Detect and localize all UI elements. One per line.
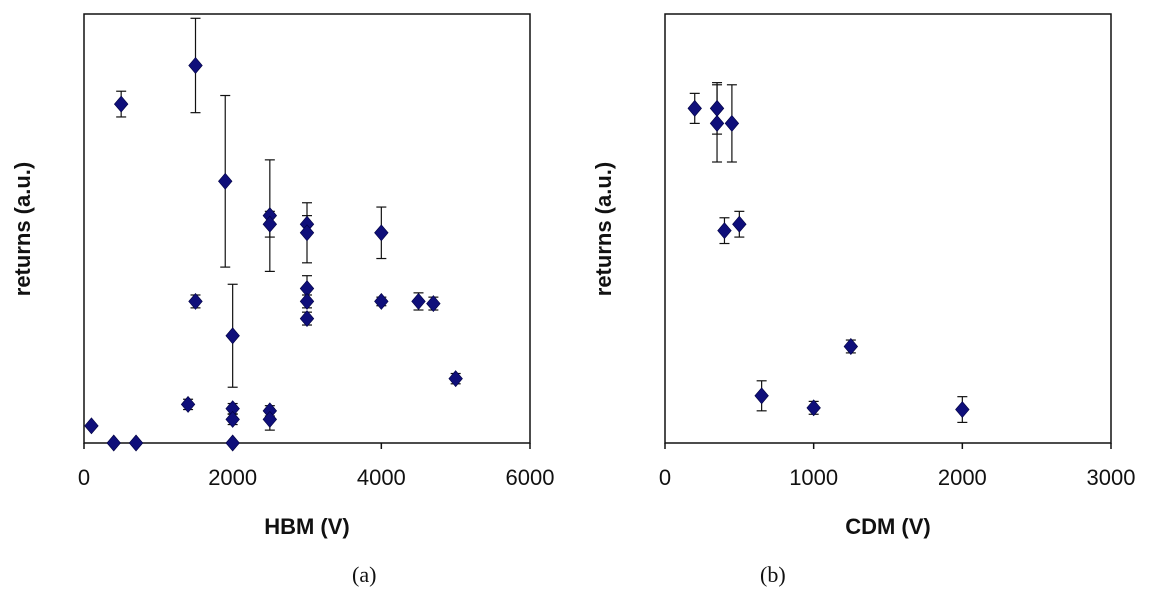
- x-tick-label-b: 1000: [789, 465, 838, 490]
- data-point-b: [687, 99, 702, 117]
- data-point-a: [113, 95, 129, 113]
- data-point-a: [262, 215, 278, 233]
- data-point-b: [843, 338, 859, 355]
- caption-a: (a): [352, 562, 377, 587]
- data-point-a: [299, 310, 315, 328]
- x-tick-label-b: 3000: [1087, 465, 1136, 490]
- x-axis-ticks-a: 0 2000 4000 6000: [78, 443, 555, 490]
- y-axis-title-b: returns (a.u.): [591, 162, 616, 296]
- caption-b: (b): [760, 562, 786, 587]
- x-axis-ticks-b: 0 1000 2000 3000: [659, 443, 1136, 490]
- data-point-b: [709, 99, 725, 117]
- x-axis-title-b: CDM (V): [845, 514, 931, 539]
- x-tick-label-a: 0: [78, 465, 90, 490]
- data-point-a: [225, 434, 240, 452]
- x-axis-title-a: HBM (V): [264, 514, 350, 539]
- data-point-b: [955, 401, 970, 419]
- data-point-a: [225, 327, 240, 345]
- data-point-a: [225, 410, 240, 428]
- data-point-a: [188, 57, 203, 74]
- x-tick-label-a: 6000: [506, 465, 555, 490]
- data-point-b: [806, 399, 821, 417]
- x-tick-label-b: 2000: [938, 465, 987, 490]
- error-bars-a: [116, 17, 461, 431]
- x-tick-label-a: 4000: [357, 465, 406, 490]
- data-point-a: [128, 434, 144, 452]
- chart-b: 0 1000 2000 3000 CDM (V) returns (a.u.): [591, 13, 1136, 539]
- data-points-b: [687, 99, 970, 419]
- data-point-a: [262, 410, 278, 428]
- x-tick-label-b: 0: [659, 465, 671, 490]
- data-point-a: [448, 370, 463, 388]
- data-point-a: [299, 224, 315, 242]
- data-point-a: [84, 417, 99, 435]
- data-point-a: [299, 292, 315, 310]
- data-points-a: [84, 57, 463, 452]
- data-point-b: [724, 114, 740, 132]
- data-point-a: [374, 292, 389, 310]
- data-point-a: [426, 295, 441, 313]
- data-point-a: [188, 292, 203, 310]
- data-point-b: [717, 222, 732, 240]
- plot-frame-b: [664, 13, 1112, 444]
- chart-a: 0 2000 4000 6000 HBM (V) returns (a.u.): [10, 13, 555, 539]
- error-bars-b: [689, 82, 968, 424]
- data-point-a: [374, 224, 389, 242]
- data-point-a: [411, 292, 426, 310]
- data-point-a: [180, 395, 196, 413]
- x-tick-label-a: 2000: [208, 465, 257, 490]
- y-axis-title-a: returns (a.u.): [10, 162, 35, 296]
- data-point-b: [754, 387, 769, 405]
- plot-frame-a: [83, 13, 531, 444]
- data-point-a: [106, 434, 121, 452]
- data-point-b: [732, 215, 747, 233]
- data-point-b: [709, 114, 725, 132]
- data-point-a: [218, 172, 233, 190]
